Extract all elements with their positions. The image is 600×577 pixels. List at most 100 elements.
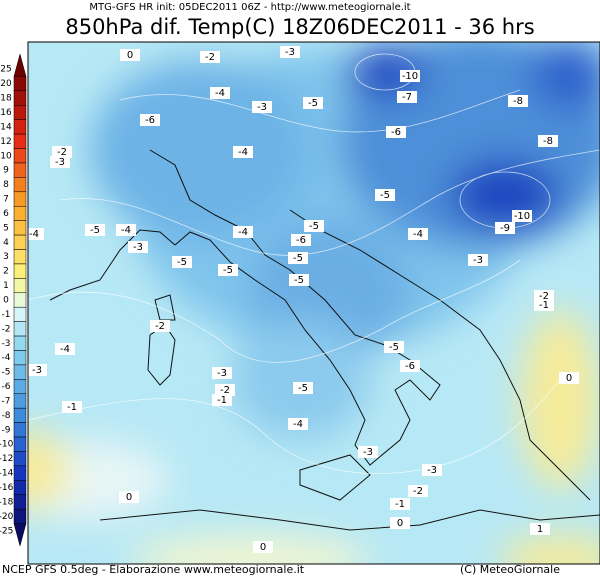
contour-label: -9 — [500, 223, 510, 234]
colorbar-segment — [13, 191, 27, 207]
colorbar-label: -3 — [2, 339, 11, 349]
contour-label: -4 — [60, 344, 70, 355]
colorbar-segment — [13, 162, 27, 178]
colorbar-label: -9 — [2, 425, 11, 435]
contour-label-box — [495, 222, 515, 234]
contour-label-box — [288, 418, 308, 430]
contour-label-box — [400, 360, 420, 372]
colorbar-label: -2 — [2, 324, 11, 334]
colorbar-segment — [13, 422, 27, 438]
contour-label: -3 — [217, 368, 227, 379]
contour-label: -7 — [402, 92, 412, 103]
contour-label: -3 — [257, 102, 267, 113]
contour-label: -4 — [238, 227, 248, 238]
colorbar-label: 14 — [0, 122, 12, 132]
colorbar-segment — [13, 451, 27, 467]
contour-label: -3 — [133, 242, 143, 253]
colorbar-label: 2 — [3, 267, 9, 277]
colorbar-label: -1 — [2, 310, 11, 320]
contour-label: -5 — [389, 342, 399, 353]
contour-label-box — [508, 95, 528, 107]
contour-label: -4 — [121, 225, 131, 236]
contour-label-box — [386, 126, 406, 138]
contour-label: -6 — [405, 361, 415, 372]
colorbar-segment — [13, 465, 27, 481]
contour-label: -5 — [380, 190, 390, 201]
colorbar-label: 7 — [3, 195, 9, 205]
contour-label-box — [384, 341, 404, 353]
colorbar-label: 3 — [3, 252, 9, 262]
contour-label-box — [120, 49, 140, 61]
colorbar-segment — [13, 321, 27, 337]
contour-label-box — [288, 252, 308, 264]
contour-label: -4 — [413, 229, 423, 240]
colorbar-segment — [13, 76, 27, 92]
colorbar-segment — [13, 133, 27, 149]
contour-label: -2 — [205, 52, 215, 63]
contour-label: -3 — [427, 465, 437, 476]
contour-label: -8 — [543, 136, 553, 147]
contour-label: -10 — [514, 211, 530, 222]
contour-label-box — [252, 101, 272, 113]
contour-label: -3 — [473, 255, 483, 266]
colorbar-label: -10 — [0, 440, 14, 450]
footer-source: Dati NCEP GFS 0.5deg - Elaborazione www.… — [0, 563, 305, 576]
contour-label-box — [212, 367, 232, 379]
colorbar-label: 20 — [0, 79, 12, 89]
contour-label: -5 — [309, 221, 319, 232]
colorbar-label: -18 — [0, 497, 14, 507]
colorbar-segment — [13, 148, 27, 164]
contour-label-box — [55, 343, 75, 355]
colorbar-label: 1 — [3, 281, 9, 291]
colorbar-label: -7 — [2, 396, 11, 406]
colorbar-label: -25 — [0, 526, 13, 536]
contour-label: -5 — [293, 253, 303, 264]
contour-label-box — [210, 87, 230, 99]
contour-label-box — [291, 234, 311, 246]
contour-label: 0 — [566, 373, 572, 384]
contour-label: -5 — [298, 383, 308, 394]
title: 850hPa dif. Temp(C) 18Z06DEC2011 - 36 hr… — [65, 15, 534, 39]
contour-label-box — [233, 146, 253, 158]
contour-label: -4 — [293, 419, 303, 430]
contour-label: 0 — [260, 542, 266, 553]
colorbar-segment — [13, 249, 27, 265]
colorbar-label: -5 — [2, 368, 11, 378]
contour-label-box — [52, 146, 72, 158]
contour-label: -4 — [238, 147, 248, 158]
contour-label-box — [62, 401, 82, 413]
colorbar-segment — [13, 407, 27, 423]
colorbar-segment — [13, 292, 27, 308]
contour-label-box — [400, 70, 420, 82]
contour-label: -6 — [391, 127, 401, 138]
colorbar-segment — [13, 494, 27, 510]
colorbar-label: -20 — [0, 512, 14, 522]
contour-label: -2 — [413, 486, 423, 497]
contour-label-box — [28, 228, 44, 240]
map-frame — [27, 41, 600, 565]
contour-label-box — [530, 523, 550, 535]
contour-label-box — [289, 274, 309, 286]
colorbar-label: 16 — [0, 108, 12, 118]
contour-label: 0 — [127, 50, 133, 61]
contour-label-box — [116, 224, 136, 236]
contour-labels: -2 -30-10-7 -8-4-3 -5-6-6-8-4-2-3-5-10-9-5-… — [28, 46, 579, 553]
coastline — [49, 149, 600, 531]
contour-label-box — [280, 46, 300, 58]
colorbar-label: 6 — [3, 209, 9, 219]
colorbar-segment — [13, 105, 27, 120]
colorbar-label: 25 — [0, 65, 11, 75]
contour-label-box — [215, 384, 235, 396]
contour-label: 0 — [126, 492, 132, 503]
colorbar-label: 0 — [3, 296, 9, 306]
colorbar-segment — [13, 508, 27, 524]
contour-label-box — [303, 97, 323, 109]
footer-copyright: (C) MeteoGiornale — [460, 563, 560, 576]
contour-label-box — [512, 210, 532, 222]
contour-label-box — [408, 485, 428, 497]
contour-label: -3 — [55, 157, 65, 168]
contour-label-box — [50, 156, 70, 168]
colorbar-label: 12 — [0, 137, 11, 147]
contour-label: -6 — [145, 115, 155, 126]
